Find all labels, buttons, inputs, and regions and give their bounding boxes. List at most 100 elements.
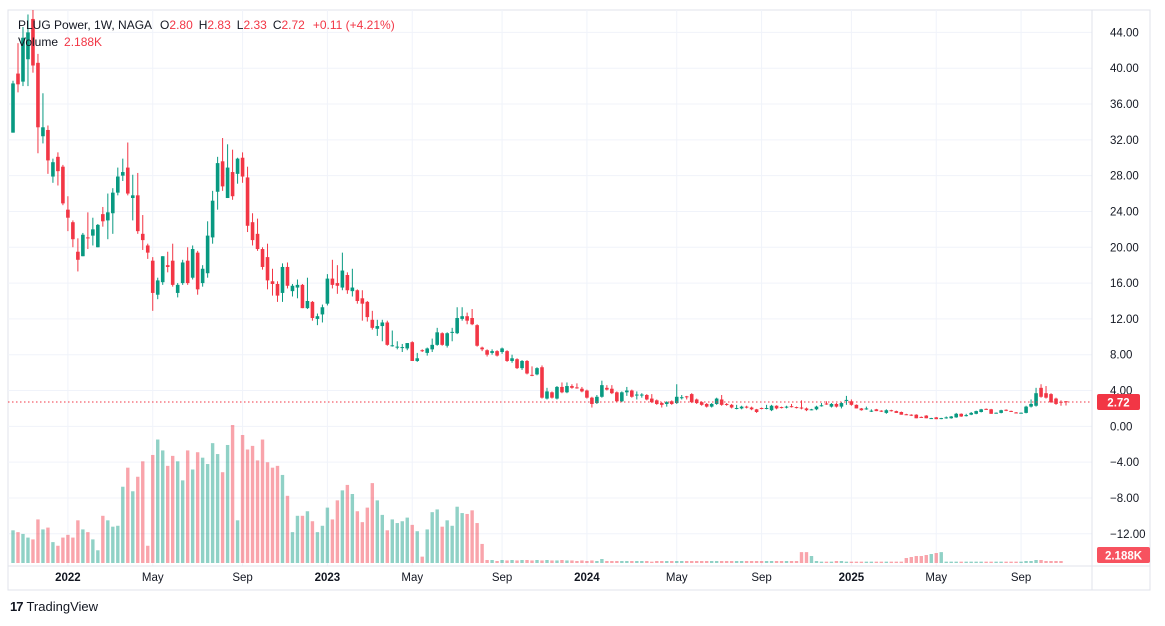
candle[interactable]: [36, 53, 40, 154]
candle[interactable]: [495, 350, 499, 357]
candle[interactable]: [71, 220, 75, 248]
candle[interactable]: [784, 405, 789, 409]
candle[interactable]: [899, 411, 904, 415]
candle[interactable]: [375, 319, 380, 336]
candle[interactable]: [145, 243, 150, 259]
candle[interactable]: [445, 332, 449, 348]
candle[interactable]: [225, 144, 230, 199]
candle[interactable]: [525, 360, 529, 375]
candle[interactable]: [500, 347, 504, 354]
candle[interactable]: [909, 414, 914, 417]
candle[interactable]: [615, 391, 619, 403]
candle[interactable]: [345, 272, 350, 294]
candle[interactable]: [111, 188, 115, 234]
candle[interactable]: [96, 223, 100, 248]
candle[interactable]: [1029, 399, 1033, 408]
candle[interactable]: [210, 190, 215, 244]
candle[interactable]: [709, 403, 714, 408]
candle[interactable]: [869, 409, 874, 413]
candle[interactable]: [1024, 405, 1028, 414]
candle[interactable]: [769, 404, 774, 412]
candle[interactable]: [230, 149, 235, 200]
candle[interactable]: [859, 407, 864, 411]
candle[interactable]: [91, 217, 95, 246]
candle[interactable]: [61, 164, 65, 206]
candle[interactable]: [285, 262, 290, 289]
candle[interactable]: [46, 125, 50, 174]
candle[interactable]: [81, 232, 85, 257]
candle[interactable]: [839, 402, 844, 409]
candle[interactable]: [605, 385, 609, 391]
candle[interactable]: [844, 395, 849, 405]
candle[interactable]: [620, 391, 624, 403]
candle[interactable]: [640, 393, 644, 398]
candle[interactable]: [235, 157, 240, 184]
candle[interactable]: [1039, 384, 1043, 398]
candle[interactable]: [106, 193, 110, 240]
candle[interactable]: [809, 408, 814, 411]
candle[interactable]: [101, 206, 105, 227]
candle[interactable]: [530, 366, 534, 377]
candle[interactable]: [125, 142, 130, 196]
candle[interactable]: [170, 243, 175, 287]
candle[interactable]: [195, 250, 200, 295]
candle[interactable]: [679, 394, 684, 400]
candle[interactable]: [1059, 400, 1063, 406]
candle[interactable]: [400, 343, 405, 353]
candle[interactable]: [565, 382, 569, 394]
candle[interactable]: [570, 384, 574, 389]
candle[interactable]: [510, 354, 514, 363]
candle[interactable]: [275, 281, 280, 302]
candle[interactable]: [310, 300, 315, 321]
candle[interactable]: [545, 387, 549, 400]
candle[interactable]: [116, 167, 120, 196]
candle[interactable]: [255, 218, 260, 251]
candle[interactable]: [580, 386, 584, 393]
candle[interactable]: [56, 152, 60, 186]
candle[interactable]: [16, 43, 20, 93]
candle[interactable]: [485, 349, 489, 357]
candle[interactable]: [560, 382, 564, 394]
candle[interactable]: [300, 283, 305, 309]
candle[interactable]: [954, 412, 959, 418]
candle[interactable]: [1004, 409, 1008, 412]
candle[interactable]: [635, 391, 639, 400]
candle[interactable]: [889, 409, 894, 412]
candle[interactable]: [600, 380, 604, 398]
candle[interactable]: [435, 327, 439, 346]
candle[interactable]: [704, 403, 709, 408]
candle[interactable]: [270, 268, 275, 296]
candle[interactable]: [849, 399, 854, 406]
candle[interactable]: [1049, 393, 1053, 404]
candle[interactable]: [1019, 412, 1023, 414]
candle[interactable]: [764, 404, 769, 410]
candle[interactable]: [395, 341, 400, 350]
candle[interactable]: [944, 416, 949, 419]
candle[interactable]: [385, 320, 390, 346]
candle[interactable]: [295, 279, 300, 299]
candle[interactable]: [51, 158, 55, 183]
candle[interactable]: [789, 403, 794, 408]
candle[interactable]: [674, 384, 679, 404]
candle[interactable]: [904, 413, 909, 416]
candle[interactable]: [575, 383, 579, 389]
candle[interactable]: [585, 389, 589, 399]
candle[interactable]: [425, 347, 430, 356]
candle[interactable]: [535, 367, 539, 376]
candle[interactable]: [370, 310, 375, 330]
candle[interactable]: [205, 221, 210, 278]
candle[interactable]: [729, 403, 734, 409]
candle[interactable]: [240, 152, 245, 183]
candle[interactable]: [684, 395, 689, 400]
candle[interactable]: [450, 327, 454, 342]
candle[interactable]: [290, 283, 295, 297]
candle[interactable]: [160, 256, 165, 285]
candle[interactable]: [165, 251, 170, 273]
candle[interactable]: [919, 416, 924, 418]
candle[interactable]: [135, 172, 140, 234]
candle[interactable]: [66, 196, 70, 232]
candle[interactable]: [804, 407, 809, 412]
candle[interactable]: [625, 386, 629, 396]
candle[interactable]: [505, 350, 509, 362]
